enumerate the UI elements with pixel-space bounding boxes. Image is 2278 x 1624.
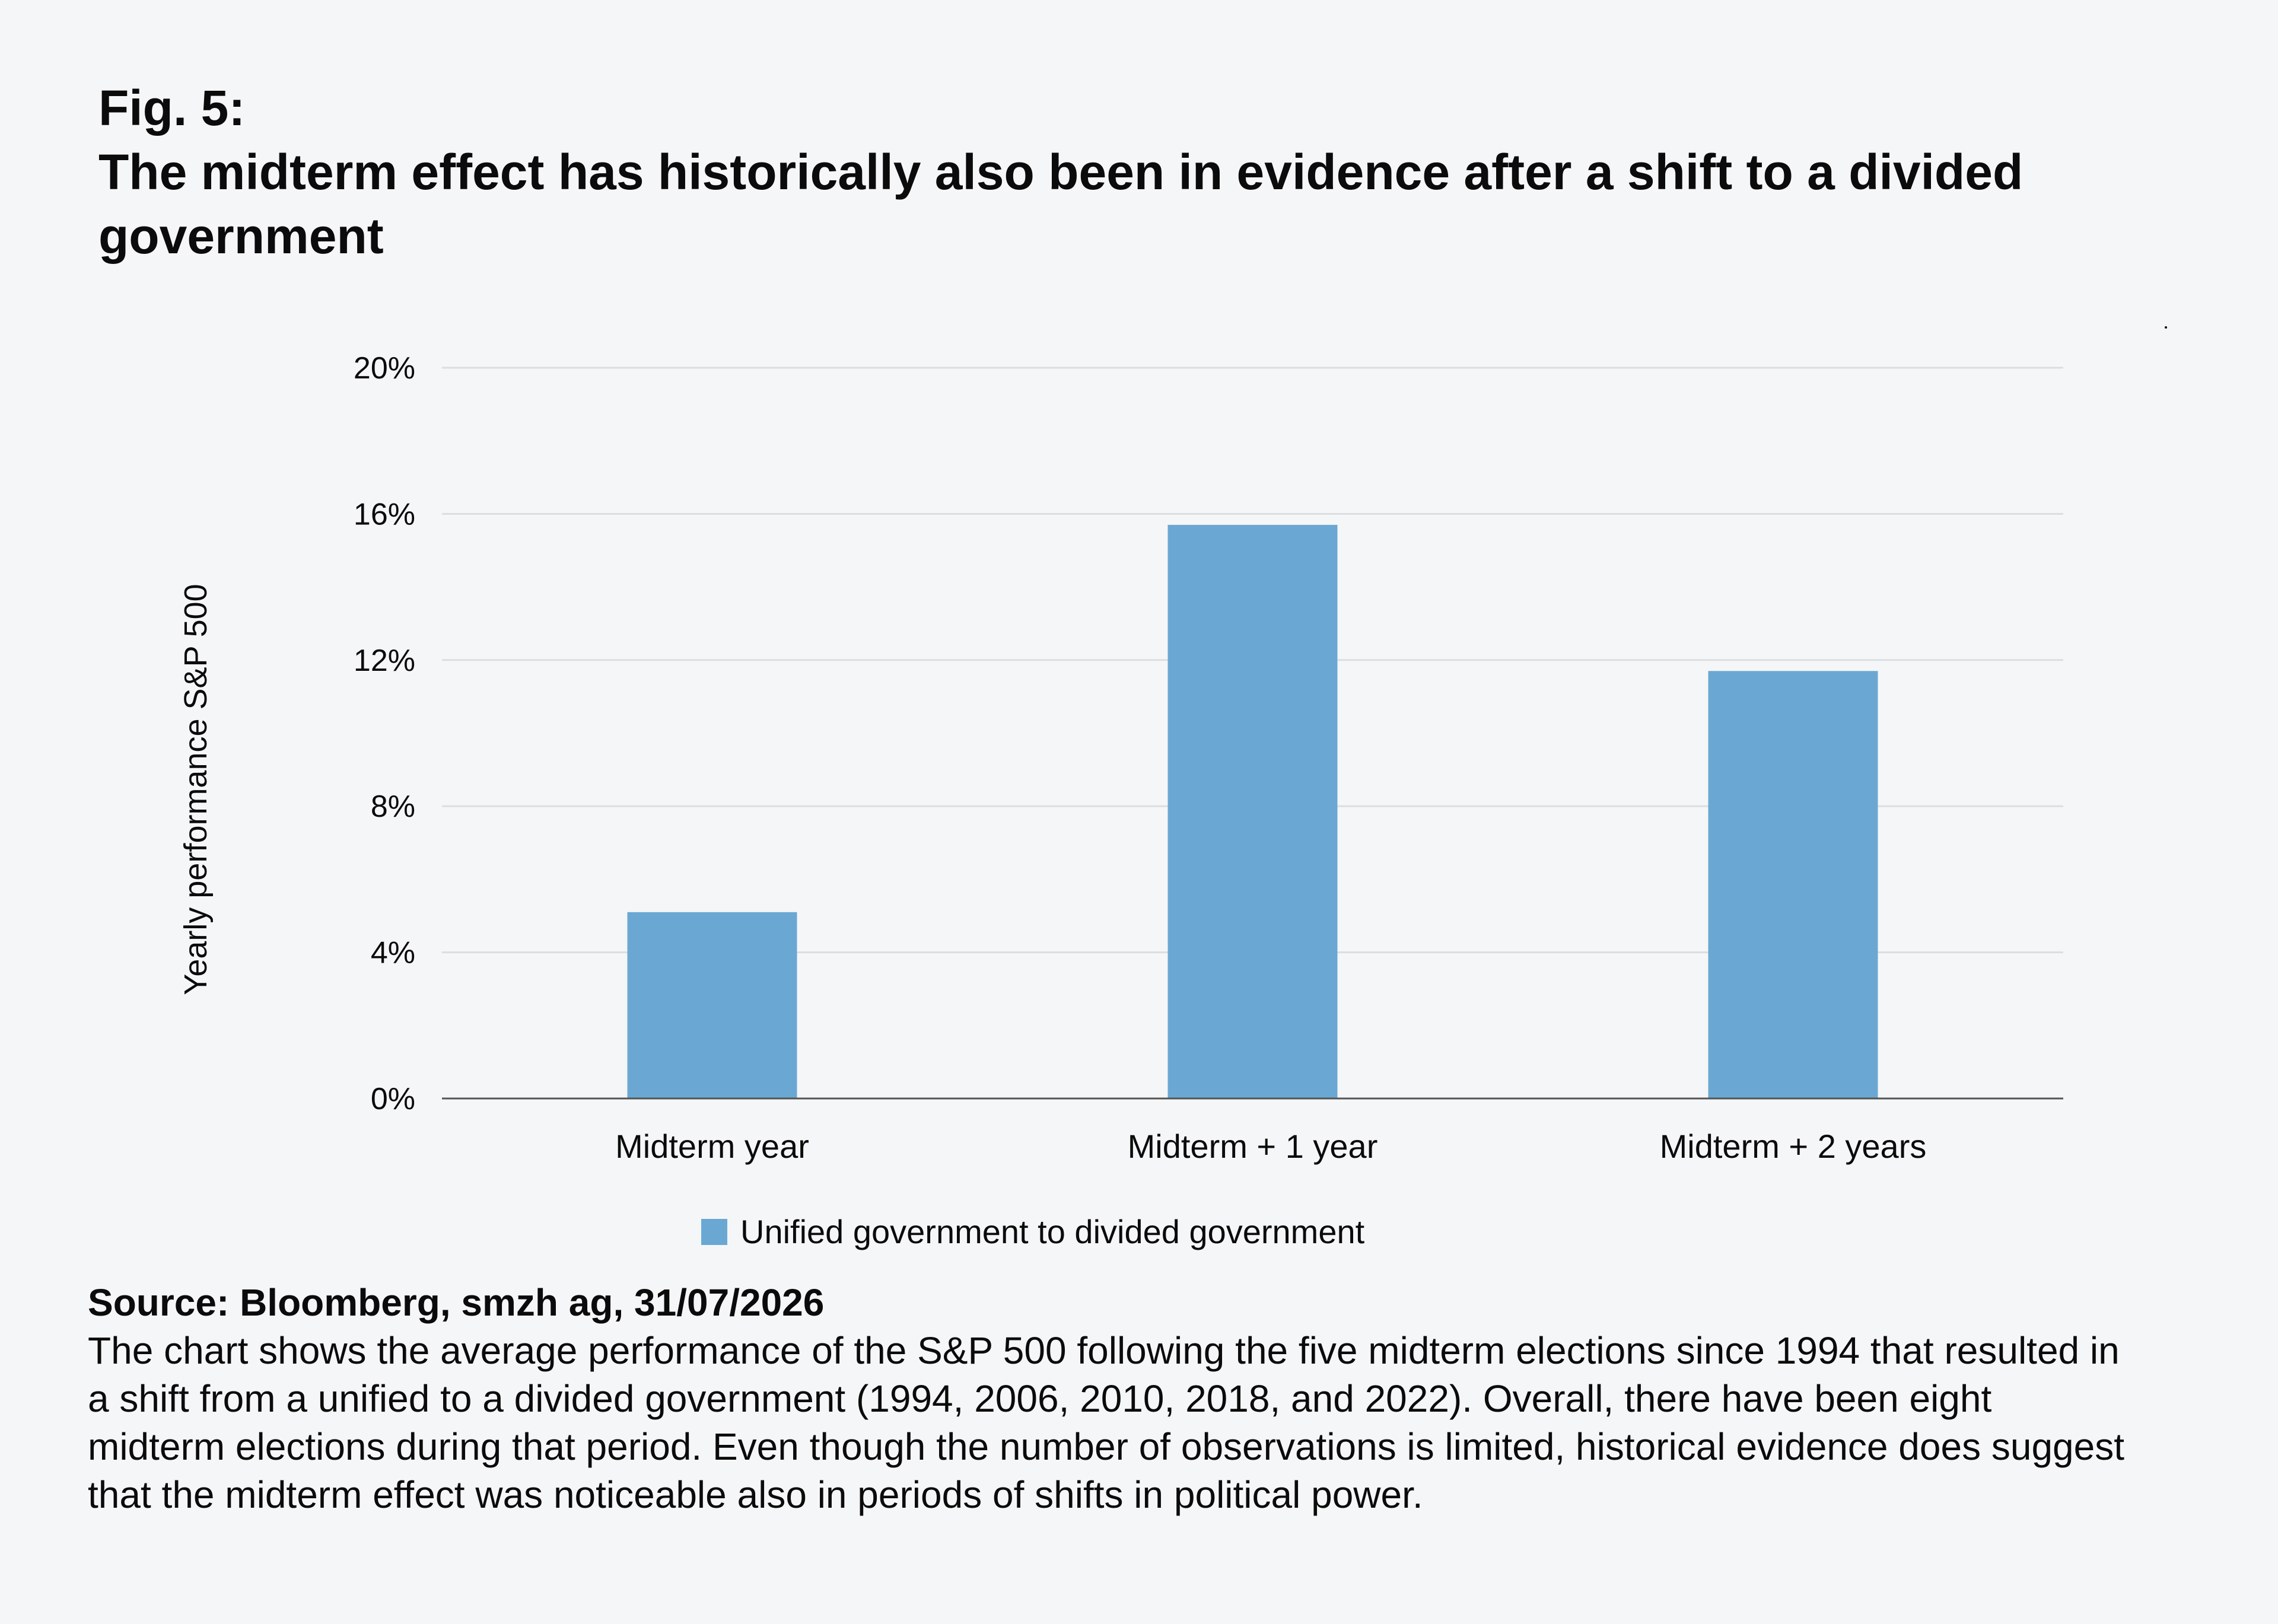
stray-dot <box>2165 326 2167 329</box>
chart-header: Fig. 5: The midterm effect has historica… <box>98 76 2175 268</box>
y-axis-ticks: 0% 4% 8% 12% 16% 20% <box>354 351 415 1116</box>
legend: Unified government to divided government <box>701 1213 1365 1250</box>
figure-number: Fig. 5: <box>98 80 246 136</box>
chart-caption: The chart shows the average performance … <box>88 1329 2124 1516</box>
y-axis-title: Yearly performance S&P 500 <box>178 584 214 995</box>
legend-label: Unified government to divided government <box>740 1213 1365 1250</box>
bars <box>627 524 1878 1098</box>
y-tick-label: 4% <box>371 936 415 970</box>
source-line: Source: Bloomberg, smzh ag, 31/07/2026 <box>88 1281 825 1324</box>
bar <box>627 912 797 1098</box>
chart-footer: Source: Bloomberg, smzh ag, 31/07/2026 T… <box>88 1278 2194 1519</box>
bar <box>1167 524 1338 1098</box>
x-axis-labels: Midterm year Midterm + 1 year Midterm + 2 … <box>615 1128 1926 1165</box>
y-tick-label: 8% <box>371 789 415 824</box>
y-tick-label: 16% <box>354 497 415 531</box>
y-tick-label: 20% <box>354 351 415 386</box>
y-tick-label: 0% <box>371 1082 415 1116</box>
chart-title: The midterm effect has historically also… <box>98 144 2024 264</box>
legend-swatch <box>701 1219 727 1245</box>
x-tick-label: Midterm + 2 years <box>1660 1128 1927 1165</box>
x-tick-label: Midterm year <box>615 1128 809 1165</box>
y-tick-label: 12% <box>354 644 415 678</box>
bar <box>1708 671 1878 1098</box>
x-tick-label: Midterm + 1 year <box>1128 1128 1378 1165</box>
